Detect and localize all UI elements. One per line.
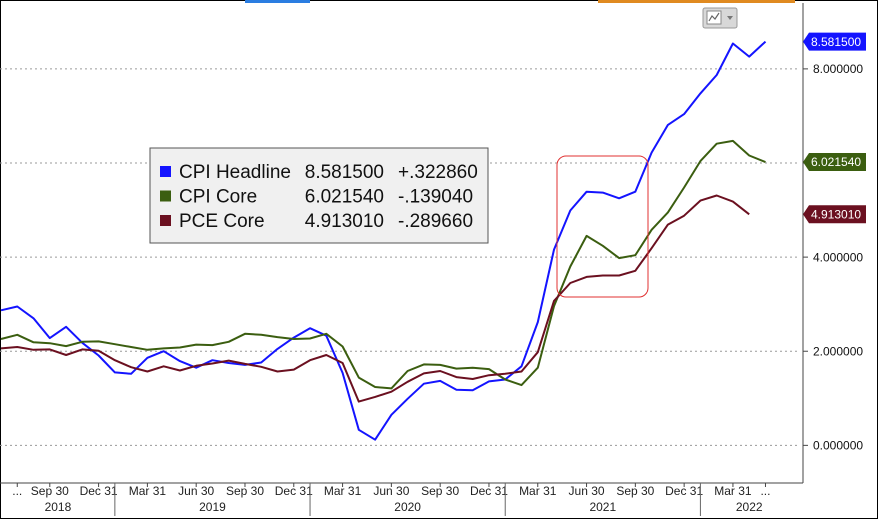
x-tick-label: Sep 30 xyxy=(31,484,69,498)
value-tag-label: 6.021540 xyxy=(811,155,861,169)
value-tag xyxy=(803,205,866,224)
legend-change: -.289660 xyxy=(398,211,473,232)
y-tick-label: 4.000000 xyxy=(813,250,863,264)
x-tick-label: Mar 31 xyxy=(519,484,557,498)
series-line xyxy=(0,40,767,441)
legend-value: 8.581500 xyxy=(305,162,384,183)
x-tick-label: Mar 31 xyxy=(129,484,167,498)
icon xyxy=(708,12,720,22)
x-tick-label: Jun 30 xyxy=(373,484,409,498)
legend-value: 4.913010 xyxy=(305,211,384,232)
x-tick-label: ... xyxy=(760,484,770,498)
x-tick-label: Sep 30 xyxy=(616,484,654,498)
legend-change: +.322860 xyxy=(398,162,478,183)
year-label: 2022 xyxy=(736,500,763,514)
x-tick-label: Jun 30 xyxy=(569,484,605,498)
legend-name: CPI Core xyxy=(179,187,257,208)
legend-value: 6.021540 xyxy=(305,187,384,208)
icon xyxy=(727,16,733,20)
x-tick-label: Mar 31 xyxy=(714,484,752,498)
legend-name: CPI Headline xyxy=(179,162,291,183)
series-line xyxy=(0,194,750,403)
value-tag xyxy=(803,32,866,51)
series-line xyxy=(0,139,766,390)
top-tab xyxy=(245,0,310,3)
y-tick-label: 8.000000 xyxy=(813,62,863,76)
value-tag xyxy=(803,153,866,172)
year-label: 2021 xyxy=(589,500,616,514)
y-tick-label: 0.000000 xyxy=(813,439,863,453)
y-tick-label: 2.000000 xyxy=(813,344,863,358)
year-label: 2019 xyxy=(199,500,226,514)
value-tag-label: 4.913010 xyxy=(811,207,861,221)
legend-swatch xyxy=(160,166,171,177)
x-tick-label: Dec 31 xyxy=(80,484,118,498)
legend-swatch xyxy=(160,215,171,226)
legend-name: PCE Core xyxy=(179,211,265,232)
highlight-box xyxy=(556,155,649,298)
x-tick-label: Mar 31 xyxy=(324,484,362,498)
legend-box xyxy=(149,147,489,244)
x-tick-label: Dec 31 xyxy=(275,484,313,498)
year-label: 2020 xyxy=(394,500,421,514)
value-tag-label: 8.581500 xyxy=(811,35,861,49)
x-tick-label: ... xyxy=(12,484,22,498)
chart-type-button[interactable] xyxy=(702,7,738,29)
top-tab xyxy=(598,0,795,3)
x-tick-label: Jun 30 xyxy=(178,484,214,498)
legend-change: -.139040 xyxy=(398,187,473,208)
x-tick-label: Sep 30 xyxy=(226,484,264,498)
x-tick-label: Dec 31 xyxy=(470,484,508,498)
x-tick-label: Sep 30 xyxy=(421,484,459,498)
legend-swatch xyxy=(160,190,171,202)
x-tick-label: Dec 31 xyxy=(665,484,703,498)
year-label: 2018 xyxy=(45,500,72,514)
